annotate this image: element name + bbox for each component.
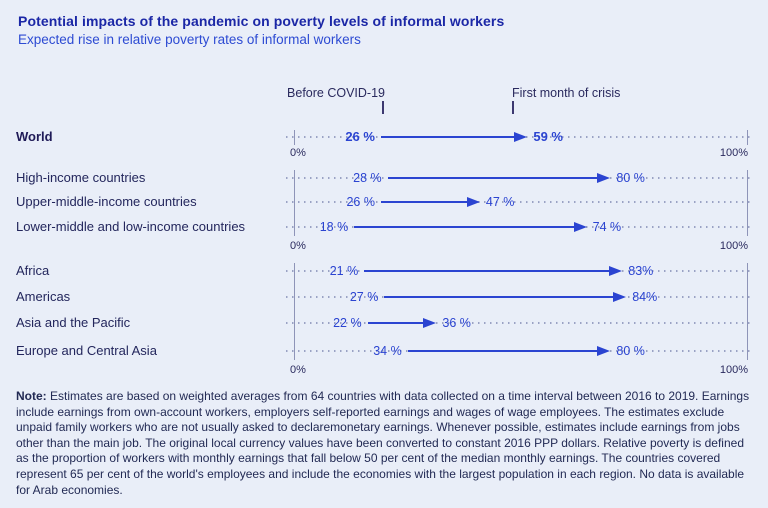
before-value: 22 % (333, 316, 362, 330)
before-header-tick (382, 101, 384, 114)
chart-row: Europe and Central Asia 34 % 80 % (0, 343, 768, 359)
arrow-shaft (380, 201, 470, 203)
increase-arrow (387, 173, 611, 183)
column-header-before: Before COVID-19 (287, 86, 385, 100)
arrow-head-icon (609, 266, 623, 276)
arrow-shaft (407, 350, 601, 352)
after-value: 74 % (592, 220, 622, 234)
category-label: High-income countries (16, 170, 146, 185)
chart-row: High-income countries 28 % 80 % (0, 170, 768, 186)
after-value: 47 % (485, 195, 515, 209)
axis-min-label: 0% (290, 147, 306, 159)
after-value: 80 % (616, 171, 645, 185)
chart-row: Upper-middle-income countries 26 % 47 % (0, 194, 768, 210)
category-label: Lower-middle and low-income countries (16, 219, 246, 234)
before-value: 26 % (346, 195, 375, 209)
arrow-head-icon (597, 346, 611, 356)
footnote-text: Estimates are based on weighted averages… (16, 389, 750, 497)
row-leader-line (286, 322, 750, 324)
increase-arrow (380, 132, 528, 142)
arrow-head-icon (423, 318, 437, 328)
after-value: 83% (628, 264, 654, 278)
before-value: 34 % (373, 344, 402, 358)
chart-row: World 26 % 59 % (0, 129, 768, 145)
increase-arrow (367, 318, 437, 328)
axis-max-label: 100% (719, 240, 748, 252)
figure-title: Potential impacts of the pandemic on pov… (18, 13, 505, 29)
axis-min-label: 0% (290, 364, 306, 376)
arrow-head-icon (466, 197, 480, 207)
axis-max-label: 100% (719, 147, 748, 159)
increase-arrow (380, 197, 480, 207)
category-label: World (16, 129, 53, 144)
category-label: Africa (16, 263, 50, 278)
before-value: 26 % (345, 129, 375, 144)
category-label: Upper-middle-income countries (16, 194, 197, 209)
arrow-head-icon (514, 132, 528, 142)
chart-row: Africa 21 % 83% (0, 263, 768, 279)
category-label: Americas (16, 289, 71, 304)
increase-arrow (384, 292, 627, 302)
axis-min-label: 0% (290, 240, 306, 252)
column-header-after: First month of crisis (512, 86, 621, 100)
chart-row: Lower-middle and low-income countries 18 … (0, 219, 768, 235)
arrow-head-icon (597, 173, 611, 183)
before-value: 28 % (353, 171, 382, 185)
arrow-head-icon (613, 292, 627, 302)
figure-subtitle: Expected rise in relative poverty rates … (18, 32, 361, 47)
arrow-shaft (380, 136, 518, 138)
category-label: Asia and the Pacific (16, 315, 131, 330)
arrow-shaft (364, 270, 613, 272)
increase-arrow (407, 346, 611, 356)
row-leader-line (286, 201, 750, 203)
after-value: 36 % (442, 316, 471, 330)
after-value: 80 % (616, 344, 645, 358)
category-label: Europe and Central Asia (16, 343, 157, 358)
increase-arrow (354, 222, 587, 232)
after-value: 84% (632, 290, 658, 304)
arrow-head-icon (573, 222, 587, 232)
arrow-shaft (384, 296, 617, 298)
before-value: 27 % (349, 290, 379, 304)
increase-arrow (364, 266, 623, 276)
axis-max-label: 100% (719, 364, 748, 376)
after-value: 59 % (533, 129, 563, 144)
after-header-tick (512, 101, 514, 114)
chart-row: Americas 27 % 84% (0, 289, 768, 305)
before-value: 21 % (329, 264, 359, 278)
footnote: Note: Estimates are based on weighted av… (16, 389, 754, 498)
arrow-shaft (387, 177, 601, 179)
before-value: 18 % (319, 220, 349, 234)
arrow-shaft (354, 226, 577, 228)
chart-row: Asia and the Pacific 22 % 36 % (0, 315, 768, 331)
arrow-shaft (367, 322, 427, 324)
footnote-label: Note: (16, 389, 47, 403)
